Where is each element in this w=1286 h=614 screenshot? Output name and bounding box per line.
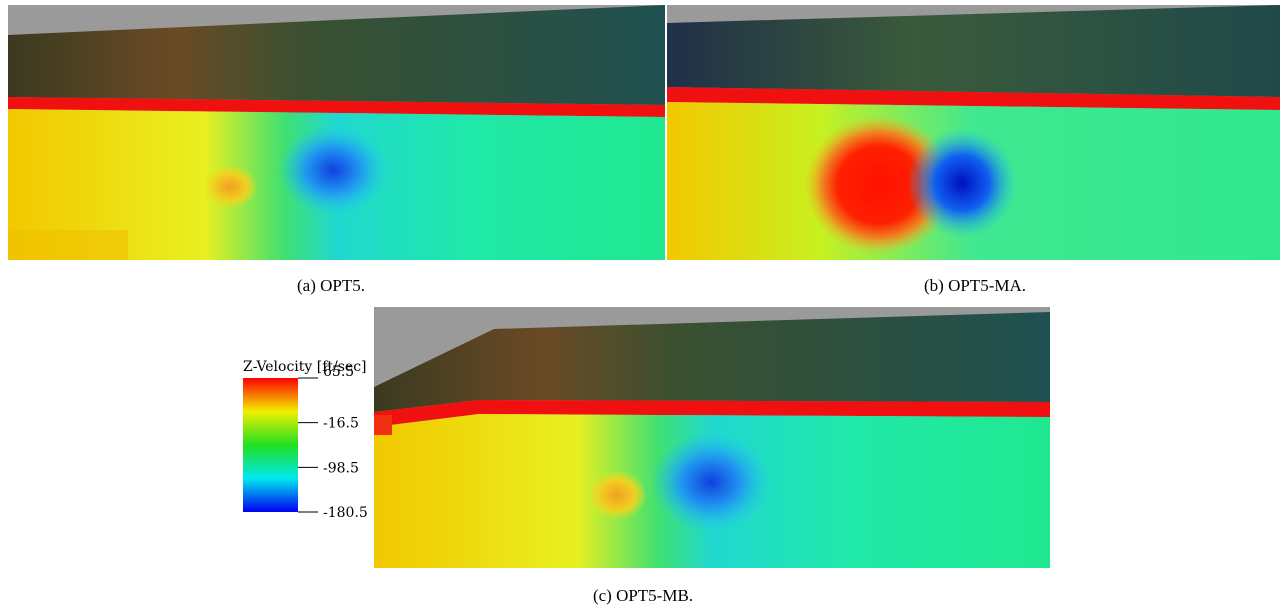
colorbar-tick-label: -98.5 [323,460,359,476]
figure-graphics: Z-Velocity [ft/sec] 65.5-16.5-98.5-180.5 [0,0,1286,614]
panel-b-image [667,5,1280,260]
panel-c-image [374,307,1050,568]
colorbar-tick-label: 65.5 [323,364,354,380]
colorbar-tick-label: -180.5 [323,505,368,521]
caption-c: (c) OPT5-MB. [593,586,693,606]
panel-a-image [8,5,665,260]
figure: Z-Velocity [ft/sec] 65.5-16.5-98.5-180.5… [0,0,1286,614]
caption-b: (b) OPT5-MA. [924,276,1026,296]
caption-a: (a) OPT5. [297,276,365,296]
colorbar: Z-Velocity [ft/sec] 65.5-16.5-98.5-180.5 [243,359,368,521]
colorbar-gradient [243,378,298,512]
colorbar-tick-label: -16.5 [323,416,359,432]
